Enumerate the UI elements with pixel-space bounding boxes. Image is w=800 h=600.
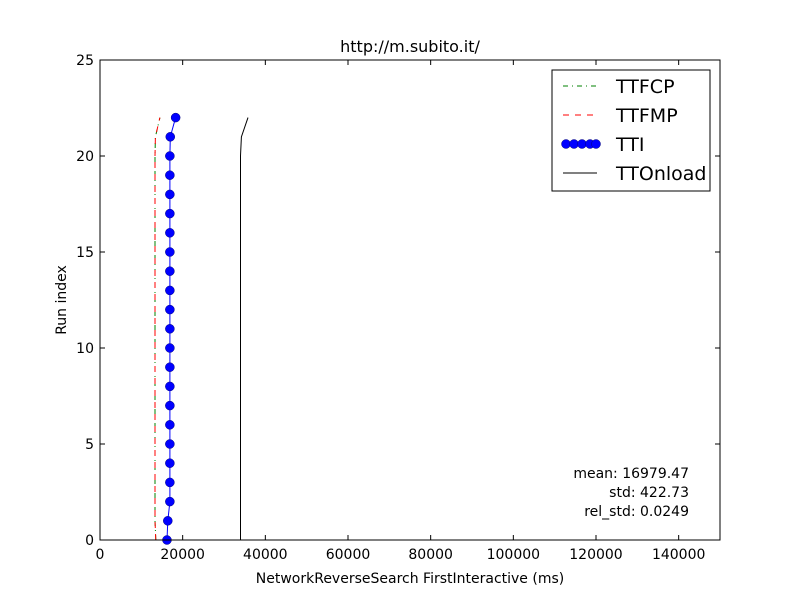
legend-label: TTOnload	[615, 163, 706, 185]
series-point-tti	[165, 496, 175, 507]
y-tick-label: 0	[85, 533, 94, 549]
x-tick-label: 20000	[160, 547, 205, 563]
legend-entry-tti: TTI	[561, 134, 644, 156]
series-point-tti	[165, 439, 175, 449]
x-axis-label: NetworkReverseSearch FirstInteractive (m…	[256, 571, 564, 587]
series-point-tti	[165, 285, 175, 296]
series-point-tti	[165, 477, 175, 488]
x-tick-label: 140000	[652, 547, 705, 563]
y-tick-label: 10	[76, 341, 94, 357]
series-point-tti	[165, 208, 175, 219]
series-point-tti	[170, 112, 181, 123]
series-point-tti	[165, 170, 175, 180]
y-axis-label: Run index	[54, 265, 70, 335]
chart-title: http://m.subito.it/	[340, 37, 480, 56]
x-tick-label: 80000	[408, 547, 453, 563]
x-tick-label: 120000	[569, 547, 622, 563]
series-point-tti	[165, 458, 175, 468]
series-point-tti	[165, 132, 176, 142]
stats-mean: mean: 16979.47	[573, 466, 689, 482]
x-tick-label: 60000	[326, 547, 371, 563]
stats-rel-std: rel_std: 0.0249	[584, 504, 689, 520]
x-axis-ticks: 0 20000 40000 60000 80000 100000 120000 140000	[96, 60, 705, 563]
series-point-tti	[165, 151, 175, 161]
series-point-tti	[165, 247, 175, 257]
y-tick-label: 5	[85, 437, 94, 453]
series-ttfmp	[154, 117, 161, 541]
series-ttonload	[240, 117, 249, 540]
series-point-tti	[165, 343, 175, 353]
series-point-tti	[165, 266, 175, 276]
series-layer	[154, 112, 249, 545]
axes-frame	[99, 59, 721, 541]
legend-marker	[561, 139, 571, 149]
x-tick-label: 100000	[487, 547, 540, 563]
series-line-ttfmp	[154, 117, 161, 541]
series-point-tti	[165, 362, 175, 372]
legend-label: TTI	[615, 134, 644, 156]
stats-std: std: 422.73	[609, 485, 689, 501]
legend-entry-ttonload: TTOnload	[563, 163, 706, 185]
series-point-tti	[163, 516, 173, 526]
series-point-tti	[165, 420, 175, 430]
series-point-tti	[165, 228, 175, 238]
series-point-tti	[165, 381, 175, 392]
legend-marker	[577, 139, 587, 149]
legend-entries: TTFCP TTFMP TTI TTOnload	[561, 76, 706, 185]
legend-label: TTFCP	[615, 76, 675, 98]
legend-entry-ttfmp: TTFMP	[563, 105, 678, 127]
y-axis-ticks: 0 5 10 15 20 25	[76, 53, 720, 549]
y-tick-label: 15	[76, 245, 94, 261]
legend-marker	[569, 139, 579, 149]
y-tick-label: 25	[76, 53, 94, 69]
series-tti	[162, 112, 181, 545]
series-point-tti	[165, 304, 175, 315]
x-tick-label: 40000	[243, 547, 288, 563]
stats-annotations: mean: 16979.47 std: 422.73 rel_std: 0.02…	[573, 466, 689, 520]
legend-label: TTFMP	[615, 105, 678, 127]
legend: TTFCP TTFMP TTI TTOnload	[551, 69, 711, 192]
series-line-ttonload	[240, 117, 249, 540]
legend-entry-ttfcp: TTFCP	[563, 76, 675, 98]
legend-marker	[591, 139, 601, 149]
x-tick-label: 0	[96, 547, 105, 563]
legend-box	[551, 69, 711, 192]
series-point-tti	[165, 400, 175, 411]
series-point-tti	[165, 324, 175, 334]
series-point-tti	[165, 189, 175, 200]
y-tick-label: 20	[76, 149, 94, 165]
